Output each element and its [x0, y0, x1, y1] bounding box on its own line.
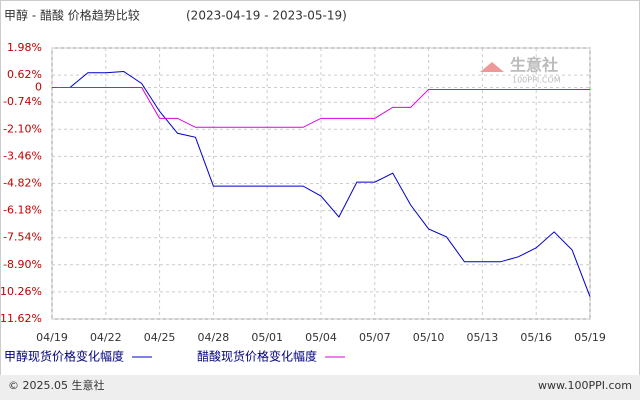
y-tick-label: -2.10% — [3, 122, 42, 135]
y-tick-label: -4.82% — [3, 177, 42, 190]
legend-label: 醋酸现货价格变化幅度 — [197, 349, 317, 364]
chart-title: 甲醇 - 醋酸 价格趋势比较 — [4, 8, 140, 23]
footer-left: © 2025.05 生意社 — [8, 378, 104, 392]
x-tick-label: 05/04 — [305, 331, 337, 344]
y-tick-label: 1.98% — [7, 41, 42, 54]
x-tick-label: 05/13 — [467, 331, 499, 344]
footer-right: www.100PPI.com — [538, 379, 632, 392]
x-tick-label: 05/10 — [413, 331, 445, 344]
y-tick-label: -11.62% — [0, 312, 42, 325]
x-tick-label: 05/16 — [520, 331, 552, 344]
y-tick-label: -0.74% — [3, 95, 42, 108]
y-tick-label: -3.46% — [3, 149, 42, 162]
watermark-icon — [480, 62, 504, 72]
x-tick-label: 04/22 — [90, 331, 122, 344]
y-tick-label: -10.26% — [0, 285, 42, 298]
y-tick-label: -7.54% — [3, 231, 42, 244]
footer-bar — [0, 375, 640, 400]
chart-subtitle: (2023-04-19 - 2023-05-19) — [186, 9, 347, 23]
line-series — [52, 71, 591, 297]
x-tick-label: 05/07 — [359, 331, 391, 344]
x-tick-label: 05/19 — [574, 331, 606, 344]
line-series — [52, 86, 590, 128]
x-tick-label: 04/25 — [144, 331, 176, 344]
legend-label: 甲醇现货价格变化幅度 — [4, 349, 124, 364]
y-tick-label: -8.90% — [3, 258, 42, 271]
x-tick-label: 04/28 — [198, 331, 230, 344]
x-tick-label: 05/01 — [251, 331, 283, 344]
y-tick-label: 0.62% — [7, 68, 42, 81]
y-tick-label: -6.18% — [3, 204, 42, 217]
y-tick-label: 0 — [35, 80, 42, 93]
x-tick-label: 04/19 — [36, 331, 68, 344]
watermark: 生意社 — [510, 56, 558, 75]
